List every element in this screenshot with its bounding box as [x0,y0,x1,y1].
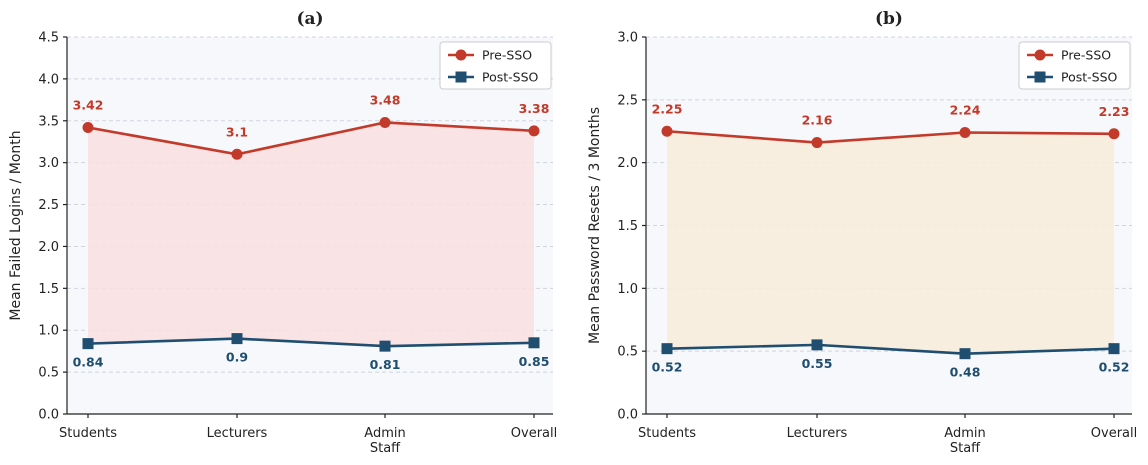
x-tick-label: Overall [511,426,557,441]
y-tick-label: 1.0 [38,324,59,339]
data-point-post-sso [661,343,673,355]
series-line-post-sso [87,337,535,348]
legend-marker [455,49,467,61]
data-point-pre-sso [661,125,673,137]
x-tick-label: Students [59,426,117,441]
data-point-post-sso [1108,343,1120,355]
legend-marker [1034,71,1046,83]
y-tick-label: 4.5 [38,31,59,46]
data-label: 0.85 [519,354,550,369]
x-tick-label-line: Admin [944,426,985,441]
y-tick-label: 2.0 [617,156,638,171]
series-line-pre-sso [666,129,1115,144]
data-label: 2.24 [950,103,981,118]
series-line-pre-sso [87,121,535,156]
x-tick-label: Lecturers [787,426,848,441]
data-point-pre-sso [231,148,243,160]
legend-marker [1034,49,1046,61]
data-label: 0.9 [226,350,248,365]
data-point-pre-sso [959,127,971,139]
y-tick-label: 0.0 [38,408,59,423]
x-tick-label-line: Students [638,426,696,441]
data-point-post-sso [82,338,94,350]
data-label: 0.52 [652,360,683,375]
chart-title: (b) [875,9,903,29]
data-label: 0.81 [370,357,401,372]
x-tick-label: Lecturers [207,426,268,441]
data-label: 3.42 [73,97,104,112]
x-tick-label-line: Staff [950,441,981,456]
x-tick-label-line: Staff [370,441,401,456]
x-tick-label: Admin Staff [364,426,405,456]
y-axis-label: Mean Failed Logins / Month [8,130,24,320]
x-tick-label: Students [638,426,696,441]
x-tick-label: Overall [1091,426,1137,441]
y-tick-label: 1.0 [617,282,638,297]
x-tick-label-line: Admin [364,426,405,441]
data-label: 0.55 [802,356,833,371]
data-label: 2.25 [652,101,683,116]
data-label: 0.48 [950,365,981,380]
legend-label: Post-SSO [1061,70,1118,85]
x-tick-label-line: Overall [1091,426,1137,441]
y-tick-label: 2.5 [617,93,638,108]
data-point-post-sso [231,333,243,345]
y-tick-label: 2.5 [38,198,59,213]
legend-marker [455,71,467,83]
chart-panel-b: 0.0 0.5 1.0 1.5 2.0 2.5 3.0 Students Lecturers Ad… [587,9,1137,456]
y-axis-label: Mean Password Resets / 3 Months [587,107,603,344]
y-tick-label: 3.0 [617,31,638,46]
y-tick-label: 4.0 [38,72,59,87]
x-tick-label-line: Overall [511,426,557,441]
y-tick-label: 2.0 [38,240,59,255]
data-label: 3.48 [370,92,401,107]
chart-title: (a) [296,9,323,29]
data-point-pre-sso [82,121,94,133]
series-line-post-sso [666,343,1115,355]
data-point-post-sso [811,339,823,351]
data-label: 0.84 [73,355,104,370]
y-tick-label: 1.5 [617,219,638,234]
y-tick-label: 0.5 [617,345,638,360]
legend-label: Pre-SSO [482,48,532,63]
data-point-post-sso [379,340,391,352]
data-label: 2.23 [1099,104,1130,119]
data-point-pre-sso [1108,128,1120,140]
legend-label: Post-SSO [482,70,539,85]
data-label: 2.16 [802,113,833,128]
x-tick-label: Admin Staff [944,426,985,456]
y-tick-label: 1.5 [38,282,59,297]
x-tick-label-line: Lecturers [787,426,848,441]
legend-label: Pre-SSO [1061,48,1111,63]
data-point-post-sso [528,337,540,349]
chart-panel-a: 0.0 0.5 1.0 1.5 2.0 2.5 3.0 3.5 4.0 4.5 Students Le… [8,9,557,456]
data-label: 0.52 [1099,360,1130,375]
gap-fill-area [667,131,1114,354]
data-point-pre-sso [811,137,823,149]
x-tick-label-line: Lecturers [207,426,268,441]
x-tick-label-line: Students [59,426,117,441]
y-tick-label: 0.5 [38,366,59,381]
gap-fill-area [88,122,534,347]
data-label: 3.38 [519,101,550,116]
data-point-pre-sso [528,125,540,137]
data-point-pre-sso [379,116,391,128]
y-tick-label: 3.0 [38,156,59,171]
y-tick-label: 0.0 [617,408,638,423]
data-point-post-sso [959,348,971,360]
y-tick-label: 3.5 [38,114,59,129]
data-label: 3.1 [226,124,248,139]
